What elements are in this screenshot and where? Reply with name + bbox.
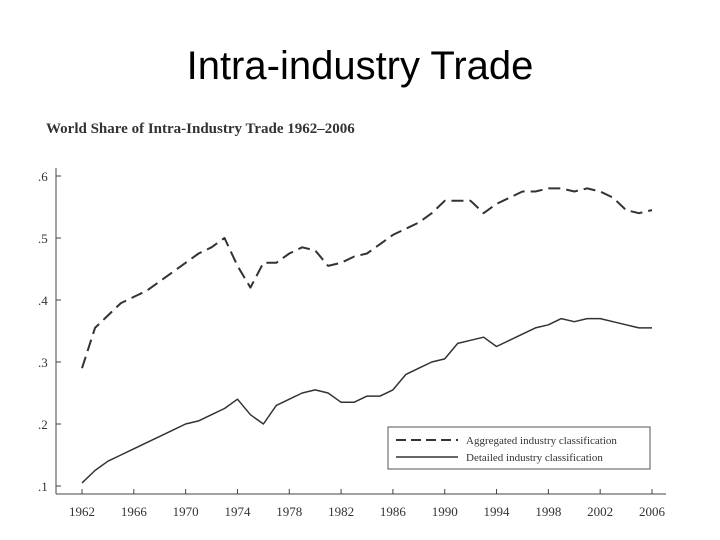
y-tick-label: .4 — [38, 293, 48, 308]
x-tick-label: 1982 — [328, 504, 354, 519]
x-tick-label: 1986 — [380, 504, 407, 519]
x-tick-label: 1974 — [224, 504, 251, 519]
y-tick-label: .3 — [38, 355, 48, 370]
chart-title: World Share of Intra-Industry Trade 1962… — [46, 121, 355, 137]
x-tick-label: 1966 — [121, 504, 148, 519]
x-tick-label: 1994 — [484, 504, 511, 519]
slide-title: Intra-industry Trade — [186, 44, 534, 88]
y-tick-label: .5 — [38, 231, 48, 246]
x-tick-label: 2006 — [639, 504, 666, 519]
x-tick-label: 1990 — [432, 504, 458, 519]
x-tick-label: 1998 — [535, 504, 561, 519]
series-line-aggregated — [81, 187, 653, 369]
x-tick-label: 1962 — [69, 504, 95, 519]
chart-series — [81, 187, 653, 484]
y-tick-label: .2 — [38, 417, 48, 432]
series-line-detailed — [81, 317, 652, 484]
x-tick-label: 1970 — [173, 504, 199, 519]
legend-label-detailed: Detailed industry classification — [466, 452, 603, 464]
chart-legend: Aggregated industry classification Detai… — [387, 426, 651, 470]
chart-axes: .1 .2 .3 .4 .5 .6 1962 1966 1970 1974 1978 1982 1986… — [38, 168, 666, 519]
y-tick-label: .6 — [38, 169, 48, 184]
legend-label-aggregated: Aggregated industry classification — [466, 435, 617, 447]
y-tick-label: .1 — [38, 479, 48, 494]
x-tick-label: 2002 — [587, 504, 613, 519]
x-tick-label: 1978 — [276, 504, 302, 519]
legend-box — [387, 426, 651, 470]
